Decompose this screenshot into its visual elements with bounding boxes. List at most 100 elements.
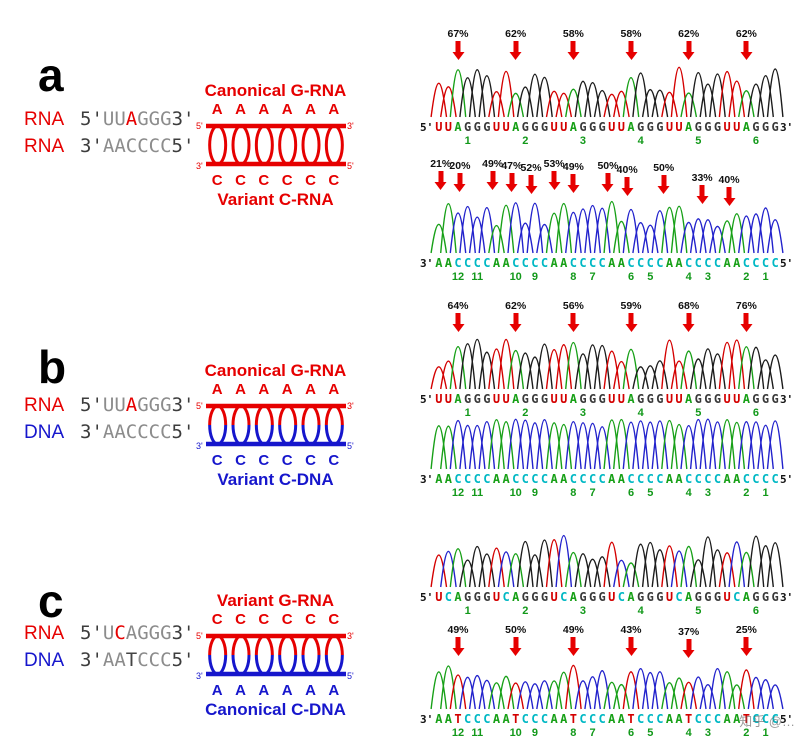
repeat-number: 6 [752,135,760,147]
base-letter: A [258,381,270,398]
repeat-number: 1 [464,605,471,617]
basecall-row: 5' U U A G G G U U A G G G U U A G G G U U A G G G U U A G G G U U A G G G 3' [420,392,793,407]
base-call: A [454,120,462,134]
chromatogram-c-bottom: 49% 50% 49% 43% 37% 25% 3' A A T C C C A A T C C C A A T C C C A A… [420,624,794,740]
end-label: 5' [779,713,794,726]
down-arrow-icon [434,182,447,190]
down-arrow-icon [567,52,580,60]
percent-arrow: 64% [448,300,469,332]
percent-label: 20% [449,160,471,172]
base-call: C [646,472,654,486]
base-call: G [694,392,702,406]
end-label: 5' [420,121,434,134]
base-call: A [627,120,635,134]
base-letter: C [235,172,246,189]
sequence-segment: 5' [171,421,195,443]
sequence-segment: 5' [80,108,103,130]
end-label: 3' [420,473,434,486]
base-call: G [636,392,645,406]
base-call: G [540,590,549,604]
strand-sequences-a: RNA 5'UUAGGG3' RNA 3'AACCCC5' [24,106,194,160]
base-call: G [579,392,587,406]
down-arrow-icon [567,648,580,656]
base-call: A [608,712,616,726]
base-call: G [752,590,760,604]
base-letter: A [305,381,316,398]
base-call: C [473,712,481,726]
base-call: C [473,472,481,486]
base-call: A [492,712,501,726]
percent-arrow: 33% [692,172,713,204]
repeat-number: 1 [762,727,769,739]
percent-label: 68% [678,300,700,312]
base-letter: C [281,172,293,189]
repeat-number: 1 [762,271,769,283]
arrow-stem [624,177,630,188]
base-call: G [656,590,664,604]
duplex-diagram-b: Canonical G-RNA A A A A A A 5' 3' 3' 5' C C C C C C Varia… [188,360,363,490]
base-call: U [492,392,501,406]
sequence-segment: 3' [80,421,103,443]
base-call: G [771,590,779,604]
base-call: U [675,392,683,406]
down-arrow-icon [452,648,465,656]
end-label: 5' [779,473,794,486]
base-call: C [675,590,683,604]
base-call: C [521,472,529,486]
duplex-bottom-title: Variant C-DNA [217,470,334,489]
duplex-strands-graphic: 5' 3' 3' 5' [196,121,354,171]
strand-type-label: DNA [24,422,65,443]
sequencing-trace [430,665,784,710]
base-letter: C [258,172,270,189]
end-label: 3' [779,121,794,134]
arrow-stem [570,313,576,324]
base-call: G [636,590,645,604]
base-call: C [761,712,770,726]
percent-label: 43% [620,624,642,636]
repeat-number: 4 [685,271,692,283]
arrow-stem [628,313,634,324]
base-call: G [464,120,472,134]
repeat-numbers-row: 1 2 3 4 5 6 [420,605,792,618]
percent-label: 50% [653,162,675,174]
base-call: A [550,472,558,486]
base-call: C [588,712,597,726]
repeat-number: 3 [704,487,711,499]
percent-label: 37% [678,626,700,638]
arrow-stem [661,175,667,186]
chromatogram-a-bottom: 21% 20% 49% 47% 52% 53% 49% 50% 40% 50% 33% 40% 3' A A… [420,158,793,284]
panel-label-a: a [38,49,64,101]
arrow-stem [570,41,576,52]
strand-sequence-line: DNA 3'AACCCC5' [24,419,194,446]
svg-text:3': 3' [347,401,354,411]
sequence-segment: UU [102,108,126,130]
base-call: G [473,120,481,134]
sequence-segment: 5' [171,135,195,157]
base-call: C [656,472,664,486]
down-arrow-icon [657,186,670,194]
base-call: C [569,472,577,486]
base-call: C [627,472,635,486]
repeat-number: 5 [695,135,702,147]
base-call: A [665,256,674,270]
base-call: U [617,120,625,134]
base-call: U [723,120,731,134]
watermark: 知乎 @… [739,714,795,729]
base-letter: C [328,611,340,628]
repeat-number: 8 [570,727,577,739]
percent-arrow: 40% [719,174,740,206]
base-call: C [636,712,645,726]
base-call: G [713,120,722,134]
percent-label: 62% [678,28,700,40]
base-letter: A [305,682,316,699]
sequencing-trace [430,418,784,470]
base-call: C [531,472,539,486]
percent-label: 76% [735,300,757,312]
base-call: C [464,472,472,486]
base-call: U [550,120,558,134]
arrow-stem [699,185,705,196]
base-call: A [569,392,577,406]
base-call: G [761,392,770,406]
base-call: C [483,712,491,726]
down-arrow-icon [452,324,465,332]
